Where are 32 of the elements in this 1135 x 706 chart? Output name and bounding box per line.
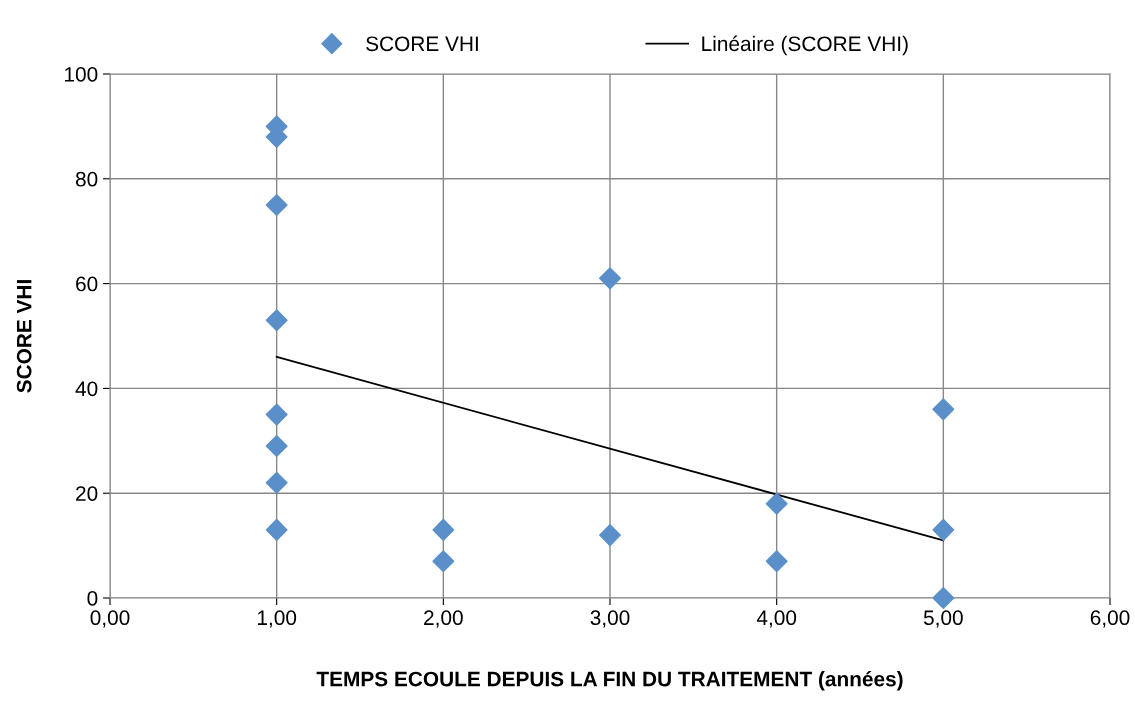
legend-label: Linéaire (SCORE VHI) [702,35,908,56]
point [265,194,288,216]
point [932,518,955,541]
x-tick-label: 0,00 [90,610,130,628]
y-axis-title: SCORE VHI [16,280,32,393]
legend-label: SCORE VHI [366,36,478,52]
point [265,518,288,541]
point [265,403,288,426]
point [432,550,455,573]
x-tick-label: 5,00 [923,610,963,628]
point [765,550,788,573]
x-tick-label: 6,00 [1090,610,1130,628]
y-tick-label: 80 [75,171,98,187]
x-tick-label: 1,00 [257,610,297,628]
y-tick-label: 20 [76,486,98,501]
point [932,398,955,421]
point [599,267,621,290]
y-tick-label: 60 [76,276,98,292]
point [265,435,288,458]
y-tick-label: 0 [87,591,98,606]
point [265,471,288,494]
point [765,492,788,515]
y-tick-label: 100 [65,67,98,82]
point [265,309,288,332]
point [599,524,621,547]
x-axis-title: TEMPS ECOULE DEPUIS LA FIN DU TRAITEMENT (années) [316,670,903,691]
point [432,518,455,541]
point [932,587,955,609]
x-tick-label: 2,00 [424,610,463,628]
x-tick-label: 4,00 [756,610,797,628]
x-tick-label: 3,00 [590,610,630,628]
y-tick-label: 40 [75,381,98,397]
